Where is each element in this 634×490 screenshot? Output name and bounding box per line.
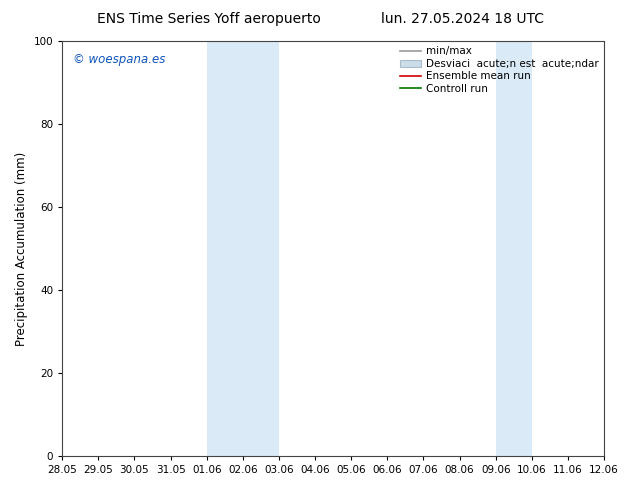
Legend: min/max, Desviaci  acute;n est  acute;ndar, Ensemble mean run, Controll run: min/max, Desviaci acute;n est acute;ndar… xyxy=(398,44,601,96)
Bar xyxy=(496,41,532,456)
Bar xyxy=(207,41,279,456)
Y-axis label: Precipitation Accumulation (mm): Precipitation Accumulation (mm) xyxy=(15,151,28,345)
Text: ENS Time Series Yoff aeropuerto: ENS Time Series Yoff aeropuerto xyxy=(97,12,321,26)
Text: lun. 27.05.2024 18 UTC: lun. 27.05.2024 18 UTC xyxy=(381,12,545,26)
Text: © woespana.es: © woespana.es xyxy=(73,53,165,67)
